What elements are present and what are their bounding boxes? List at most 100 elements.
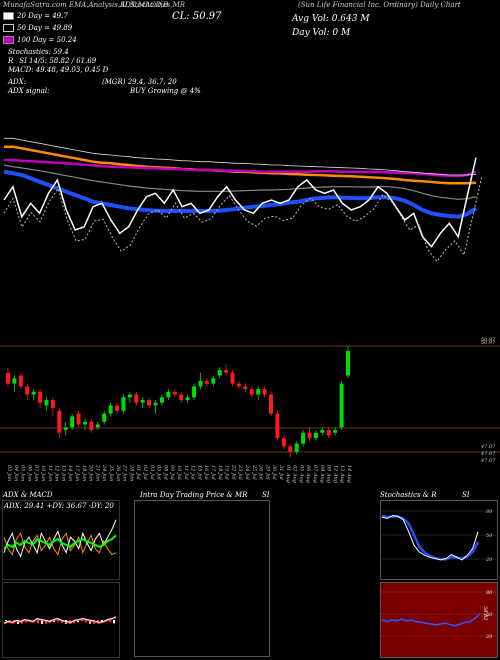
level-label: 50.97	[481, 340, 496, 346]
minus-di-line	[3, 532, 117, 556]
date-tick: 14 Aug	[346, 465, 352, 483]
candle-body	[256, 389, 261, 395]
macd-bar	[89, 620, 91, 624]
date-tick: 19 Jul	[224, 465, 230, 480]
date-tick: 11 Jun	[47, 465, 53, 481]
candle-body	[166, 391, 171, 398]
candle-body	[333, 430, 338, 433]
candle-body	[211, 378, 216, 384]
date-tick: 26 Jul	[258, 464, 264, 480]
candle-body	[6, 372, 10, 384]
candle-body	[159, 397, 164, 403]
macd-bar	[25, 620, 27, 623]
rsi-value-label: 58.82	[482, 606, 488, 620]
date-tick: 24 Jun	[101, 464, 107, 481]
day-volume: Day Vol: 0 M	[292, 28, 351, 38]
rsi-tick: 20	[485, 634, 493, 640]
date-tick: 12 Jul	[190, 465, 196, 480]
site-title: MunafaSutra.com EMA,Analysis,ADX,MACD,B	[3, 1, 169, 9]
rsi-tick: 80	[486, 590, 493, 596]
candle-body	[275, 413, 280, 439]
date-tick: 31 Jul	[278, 465, 284, 480]
date-tick: 05 Jun	[20, 465, 26, 481]
date-tick: 14 Jun	[67, 465, 73, 481]
candle-body	[121, 397, 126, 411]
candle-body	[301, 432, 306, 444]
macd-bar	[57, 620, 59, 622]
date-tick: 23 Jul	[237, 464, 243, 480]
date-tick: 10 Jul	[176, 465, 182, 480]
candle-body	[134, 394, 139, 403]
adx-panel-title: ADX & MACD	[3, 491, 53, 499]
candle-body	[294, 443, 299, 452]
ema20-swatch	[3, 12, 14, 20]
rsi-line	[381, 613, 481, 627]
candle-body	[147, 400, 152, 406]
date-tick: 06 Aug	[305, 465, 311, 483]
date-tick: 07 Aug	[312, 465, 318, 483]
level-label: 50.97	[481, 337, 496, 343]
stoch-panel-suffix: SI	[462, 491, 470, 499]
intraday-panel	[134, 500, 270, 657]
date-tick: 21 Jun	[94, 464, 100, 481]
date-tick: 30 Jul	[271, 465, 277, 480]
adx-label: ADX:	[8, 78, 27, 86]
candle-body	[153, 402, 158, 406]
candle-body	[12, 378, 17, 384]
date-tick: 01 Jul	[135, 465, 141, 480]
candle-body	[82, 421, 87, 425]
plus-di-line	[3, 519, 117, 558]
candle-body	[18, 375, 23, 387]
date-tick: 07 Jun	[33, 465, 39, 481]
date-tick: 05 Aug	[298, 465, 304, 483]
candle-body	[339, 383, 344, 428]
date-tick: 24 Jul	[244, 464, 250, 480]
adx-panel	[2, 500, 120, 580]
candle-body	[63, 427, 68, 430]
macd-bar	[45, 620, 47, 624]
ema-blue-line	[3, 169, 478, 219]
date-tick: 28 Jun	[128, 464, 134, 481]
candle-body	[288, 446, 293, 452]
macd-line	[3, 617, 117, 625]
date-tick: 08 Jul	[162, 465, 168, 480]
adx-signal: BUY Growing @ 4%	[130, 87, 201, 95]
macd-bar	[113, 620, 115, 624]
rsi-tick: 50	[486, 612, 493, 618]
candle-body	[50, 400, 55, 409]
candle-body	[262, 389, 267, 395]
date-tick: 09 Aug	[326, 465, 332, 483]
candle-body	[140, 400, 145, 403]
stoch-signal-line	[381, 514, 480, 561]
adx-signal-label: ADX signal:	[8, 87, 50, 95]
adx-values: (MGR) 29.4, 36.7, 20	[102, 78, 177, 86]
stoch-tick: 50	[486, 533, 493, 539]
stoch-readout: Stochastics: 59.4	[8, 48, 69, 56]
ema-magenta-line	[4, 158, 477, 178]
candle-body	[230, 372, 235, 384]
ema50-legend: 50 Day = 49.89	[3, 24, 72, 32]
candle-body	[326, 430, 331, 436]
stochastics-panel	[380, 500, 498, 580]
candle-body	[38, 391, 43, 403]
ema100-swatch	[3, 36, 14, 44]
candle-body	[25, 386, 30, 395]
candle-body	[57, 410, 62, 433]
date-tick: 11 Jul	[183, 465, 189, 480]
candle-body	[320, 430, 325, 433]
date-tick: 26 Jun	[115, 464, 121, 481]
date-tick: 29 Jul	[264, 464, 270, 480]
candle-body	[172, 391, 177, 395]
candle-body	[44, 400, 49, 406]
date-tick: 25 Jun	[108, 464, 114, 481]
date-tick: 08 Aug	[319, 465, 325, 483]
date-tick: 03 Jul	[149, 465, 155, 480]
level-label: 47.07	[480, 444, 496, 450]
stoch-line	[381, 515, 479, 561]
candle-body	[243, 386, 248, 390]
candle-body	[185, 397, 190, 400]
candle-body	[198, 380, 203, 387]
date-tick: 02 Jul	[142, 465, 148, 480]
